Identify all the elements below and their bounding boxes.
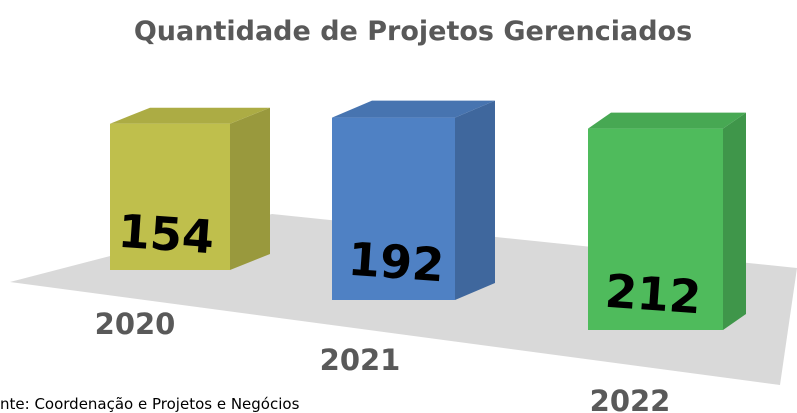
value-label: 212 [603,264,703,325]
category-label: 2022 [590,384,671,413]
bar [110,123,230,270]
value-label: 192 [346,232,446,293]
category-label: 2021 [320,343,401,377]
bar-top [588,112,746,129]
bar [588,128,723,330]
bar-side [230,107,270,270]
chart-title: Quantidade de Projetos Gerenciados [134,16,692,47]
value-label: 154 [116,204,216,265]
category-label: 2020 [95,307,176,341]
bar [332,117,455,300]
bar-side [455,100,495,300]
bar-top [332,100,495,118]
bar-side [723,112,746,330]
bar-top [110,107,270,124]
source-note: nte: Coordenação e Projetos e Negócios [0,395,300,413]
